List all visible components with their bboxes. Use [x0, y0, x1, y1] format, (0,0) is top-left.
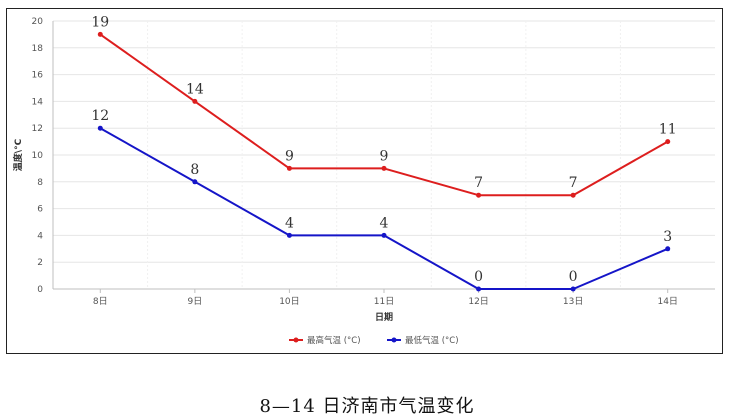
data-point — [192, 98, 198, 104]
data-label: 9 — [380, 148, 389, 164]
data-label: 11 — [659, 122, 677, 138]
x-tick-label: 11日 — [374, 296, 394, 307]
legend-item[interactable]: 最低气温 (°C) — [387, 335, 459, 346]
y-tick-label: 8 — [37, 178, 43, 188]
legend-item[interactable]: 最高气温 (°C) — [289, 335, 361, 346]
data-label: 0 — [474, 269, 483, 285]
line-chart: 0 2 4 6 8 10 12 14 16 18 20 8日 9日 10日 11日 12日 13日 14日 温度… — [12, 14, 715, 346]
data-label: 7 — [569, 175, 578, 191]
data-label: 3 — [663, 229, 672, 245]
grid-lines — [53, 20, 715, 289]
data-label: 9 — [285, 148, 294, 164]
data-point — [665, 139, 671, 145]
data-point — [476, 192, 482, 198]
data-label: 14 — [186, 81, 204, 97]
x-tick-label: 12日 — [468, 296, 488, 307]
data-point — [570, 286, 576, 292]
data-label: 7 — [474, 175, 483, 191]
series-layer: 19 14 9 9 7 7 11 12 8 4 4 0 0 3 — [91, 14, 677, 292]
y-tick-label: 2 — [37, 258, 43, 268]
data-label: 0 — [569, 269, 578, 285]
y-tick-label: 20 — [32, 17, 44, 27]
y-tick-label: 16 — [32, 71, 44, 81]
chart-frame: 0 2 4 6 8 10 12 14 16 18 20 8日 9日 10日 11日 12日 13日 14日 温度… — [6, 8, 723, 354]
data-label: 12 — [91, 108, 109, 124]
data-point — [476, 286, 482, 292]
y-tick-label: 18 — [32, 44, 44, 54]
series-2: 12 8 4 4 0 0 3 — [91, 108, 672, 292]
series-1: 19 14 9 9 7 7 11 — [91, 14, 677, 198]
legend-label: 最低气温 (°C) — [405, 335, 459, 346]
data-label: 4 — [380, 215, 389, 231]
x-tick-labels: 8日 9日 10日 11日 12日 13日 14日 — [93, 289, 678, 307]
legend-swatch-marker — [293, 337, 299, 343]
data-label: 4 — [285, 215, 294, 231]
data-point — [97, 31, 103, 37]
x-tick-label: 10日 — [279, 296, 299, 307]
series-line — [99, 33, 669, 197]
data-point — [286, 232, 292, 238]
y-axis-title: 温度\°C — [12, 138, 24, 171]
data-point — [665, 246, 671, 252]
x-axis-title: 日期 — [375, 311, 393, 323]
y-tick-label: 12 — [32, 124, 43, 134]
figure-caption: 8—14 日济南市气温变化 — [259, 396, 475, 417]
x-tick-label: 8日 — [93, 296, 108, 307]
data-point — [381, 165, 387, 171]
y-tick-label: 6 — [37, 205, 43, 215]
y-tick-label: 14 — [32, 97, 44, 107]
x-tick-label: 13日 — [563, 296, 583, 307]
y-tick-labels: 0 2 4 6 8 10 12 14 16 18 20 — [32, 17, 44, 295]
legend-label: 最高气温 (°C) — [307, 335, 361, 346]
legend-swatch-marker — [391, 337, 397, 343]
y-tick-label: 10 — [32, 151, 44, 161]
data-point — [97, 125, 103, 131]
data-point — [286, 165, 292, 171]
data-label: 19 — [91, 14, 109, 30]
legend[interactable]: 最高气温 (°C) 最低气温 (°C) — [289, 335, 459, 346]
x-tick-label: 9日 — [187, 296, 202, 307]
data-point — [192, 179, 198, 185]
data-label: 8 — [190, 162, 199, 178]
data-point — [570, 192, 576, 198]
y-tick-label: 0 — [37, 285, 43, 295]
data-point — [381, 232, 387, 238]
y-tick-label: 4 — [37, 231, 43, 241]
x-tick-label: 14日 — [657, 296, 677, 307]
